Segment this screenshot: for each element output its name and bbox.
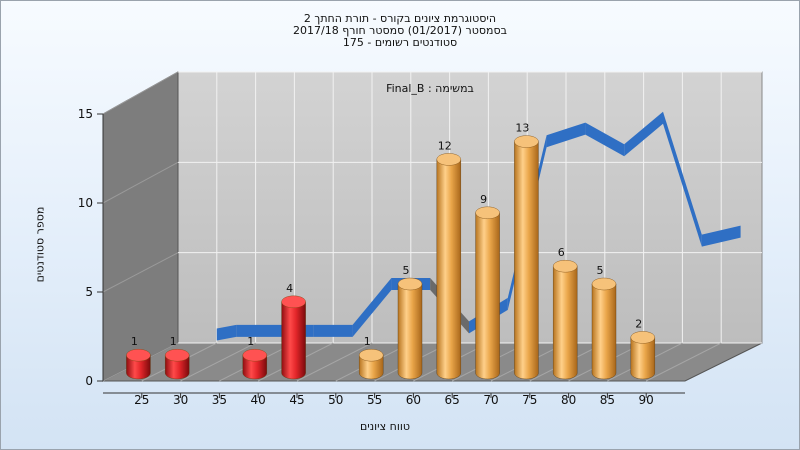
bar-body [359,355,384,380]
bar-value-label: 1 [247,335,254,348]
trend-segment [663,111,702,247]
x-tick-label: 35 [212,393,227,407]
bar-value-label: 1 [364,335,371,348]
chart-title-line-2: בסמסטר (01/2017) סמסטר חורף 2017/18 [293,24,507,37]
bar-cap [397,277,423,291]
bar-body [591,283,617,380]
bar-body [630,337,655,380]
bar-body [126,355,151,380]
bar-value-label: 13 [515,122,529,135]
trend-segment [546,122,586,148]
chart-title-line-1: היסטוגרמת ציונים בקורס - תורת החתך 2 [303,12,497,25]
bar-value-label: 6 [558,246,565,259]
annotation: במשימה : Final_B [386,82,474,95]
bar-body [242,355,267,380]
bar-value-label: 12 [438,139,452,152]
bar-value-label: 4 [286,282,293,295]
bar-cap [553,260,578,273]
bar-body [553,266,578,380]
x-axis-title: טווח ציונים [360,420,410,433]
gridline-floor [180,342,256,382]
gridline-floor [645,342,722,382]
gridline-h-side [102,161,179,204]
floor [102,342,763,382]
bar-body [436,159,461,380]
bar: 1 [126,335,151,380]
bar: 1 [359,335,384,380]
trend-segment [701,225,741,247]
bar: 6 [553,246,578,380]
bar: 1 [164,335,190,380]
trend-segment [236,324,275,337]
x-tick-label: 65 [445,393,460,407]
x-tick-label: 90 [639,393,654,407]
bar-value-label: 5 [403,264,410,277]
side-wall [102,71,179,382]
bar: 9 [475,193,500,380]
bar: 2 [630,317,655,380]
bar-value-label: 1 [170,335,177,348]
x-tick-label: 30 [173,393,188,407]
y-axis-title: מספר סטודנטים [33,206,47,283]
bar-cap [630,331,655,344]
bar-cap [126,349,151,362]
bar: 5 [591,264,617,380]
bar-cap [514,135,539,148]
bar-body [475,212,500,380]
x-tick-label: 80 [561,393,576,407]
bar-cap [359,349,384,362]
trend-segment [352,277,392,337]
x-tick-label: 75 [522,393,537,407]
bar: 5 [397,264,423,380]
y-tick-label: 5 [85,285,93,299]
gridline-h-side [102,252,179,293]
bar: 13 [514,122,539,380]
bar-value-label: 9 [480,193,487,206]
y-tick-label: 0 [85,374,93,388]
bar-cap [475,206,500,220]
bar-cap [281,295,306,308]
x-tick-label: 70 [483,393,498,407]
trend-segment [216,324,237,341]
bar-value-label: 1 [131,335,138,348]
x-tick-label: 85 [600,393,615,407]
bar-cap [591,277,617,291]
bar-body [397,283,423,380]
x-tick-label: 25 [134,393,149,407]
bar-body [514,141,539,380]
x-tick-label: 45 [289,393,304,407]
trend-segment [624,111,663,157]
back-wall [177,71,763,344]
bar: 12 [436,139,461,380]
x-tick-label: 60 [406,393,421,407]
y-tick-label: 15 [78,107,93,121]
y-tick-label: 10 [78,196,93,210]
gridline-h-side [102,71,179,115]
bar-value-label: 2 [635,317,642,330]
bar-body [281,301,306,380]
bar: 1 [242,335,268,380]
x-tick-label: 40 [251,393,266,407]
bar-cap [436,153,461,166]
trend-segment [585,122,625,157]
bar: 4 [281,282,306,380]
bar-cap [164,349,190,362]
trend-segment [313,324,353,337]
gridline-floor [296,342,373,382]
chart-title-line-3: סטודנטים רשומים - 175 [342,36,458,49]
x-tick-label: 55 [367,393,382,407]
bar-value-label: 5 [597,264,604,277]
bar-cap [242,349,268,362]
x-tick-label: 50 [328,393,343,407]
bar-body [165,355,190,380]
